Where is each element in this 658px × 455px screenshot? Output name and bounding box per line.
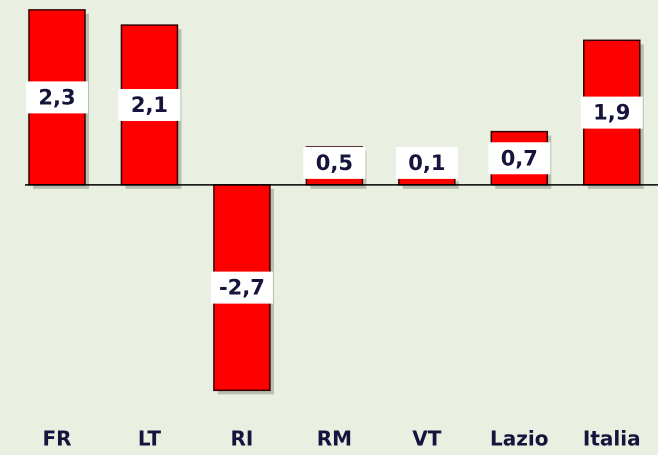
value-label: 2,1 [131, 93, 168, 117]
x-tick-label: RI [230, 427, 253, 451]
value-label-box [580, 96, 643, 129]
value-label-box [118, 89, 181, 121]
x-tick-label: RM [317, 427, 352, 451]
value-label-box [25, 81, 88, 114]
value-label-box [395, 146, 458, 179]
value-label-box [210, 271, 273, 304]
value-label: 1,9 [593, 101, 630, 125]
value-label-box [303, 146, 366, 179]
x-tick-label: LT [138, 427, 161, 451]
x-tick-label: Italia [583, 427, 641, 451]
value-label: 0,7 [501, 146, 538, 170]
value-label: 0,1 [408, 151, 445, 175]
value-label: 0,5 [316, 151, 353, 175]
value-label-box [488, 142, 551, 175]
value-label: -2,7 [219, 276, 265, 300]
x-tick-label: VT [412, 427, 441, 451]
x-tick-label: FR [42, 427, 71, 451]
x-tick-label: Lazio [490, 427, 548, 451]
value-label: 2,3 [38, 85, 75, 109]
